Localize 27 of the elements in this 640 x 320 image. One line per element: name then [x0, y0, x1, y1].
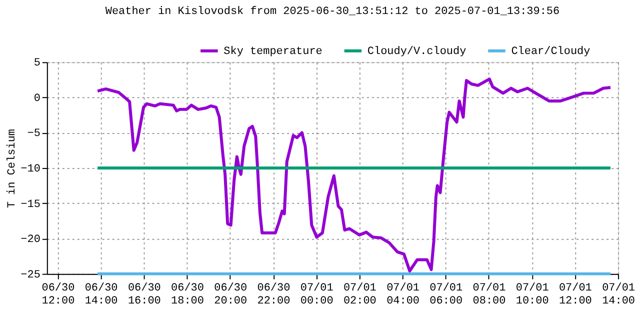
x-tick-label: 07/01 06:00 [430, 282, 463, 308]
y-tick-label: 5 [34, 58, 40, 70]
y-tick-label: −10 [20, 163, 40, 176]
x-tick-label: 07/01 00:00 [300, 282, 334, 308]
y-tick-label: 0 [34, 92, 40, 105]
x-tick-label: 07/01 08:00 [472, 282, 506, 308]
legend-label: Cloudy/V.cloudy [367, 46, 467, 58]
x-tick-label: 07/01 02:00 [343, 282, 377, 308]
x-tick-label: 07/01 12:00 [558, 282, 592, 308]
x-tick-label: 06/30 22:00 [257, 282, 290, 308]
y-tick-label: −20 [20, 234, 40, 246]
x-tick-label: 07/01 10:00 [516, 282, 550, 308]
x-tick-label: 06/30 14:00 [84, 282, 118, 308]
y-axis-title: T in Celsium [6, 128, 19, 208]
legend-label: Sky temperature [224, 46, 322, 58]
y-tick-label: −5 [27, 128, 40, 140]
x-tick-label: 06/30 20:00 [214, 282, 248, 308]
line-series [96, 78, 612, 272]
y-tick-label: −25 [20, 269, 40, 282]
y-tick-label: −15 [20, 198, 40, 211]
x-tick-label: 06/30 18:00 [171, 282, 204, 308]
chart-title: Weather in Kislovodsk from 2025-06-30_13:51:12 to 2025-07-01_13:39:56 [105, 6, 560, 18]
x-tick-label: 06/30 12:00 [42, 282, 75, 308]
legend-label: Clear/Cloudy [511, 46, 591, 58]
x-tick-label: 06/30 16:00 [128, 282, 161, 308]
x-tick-label: 07/01 14:00 [602, 282, 636, 308]
x-tick-label: 07/01 04:00 [386, 282, 420, 308]
